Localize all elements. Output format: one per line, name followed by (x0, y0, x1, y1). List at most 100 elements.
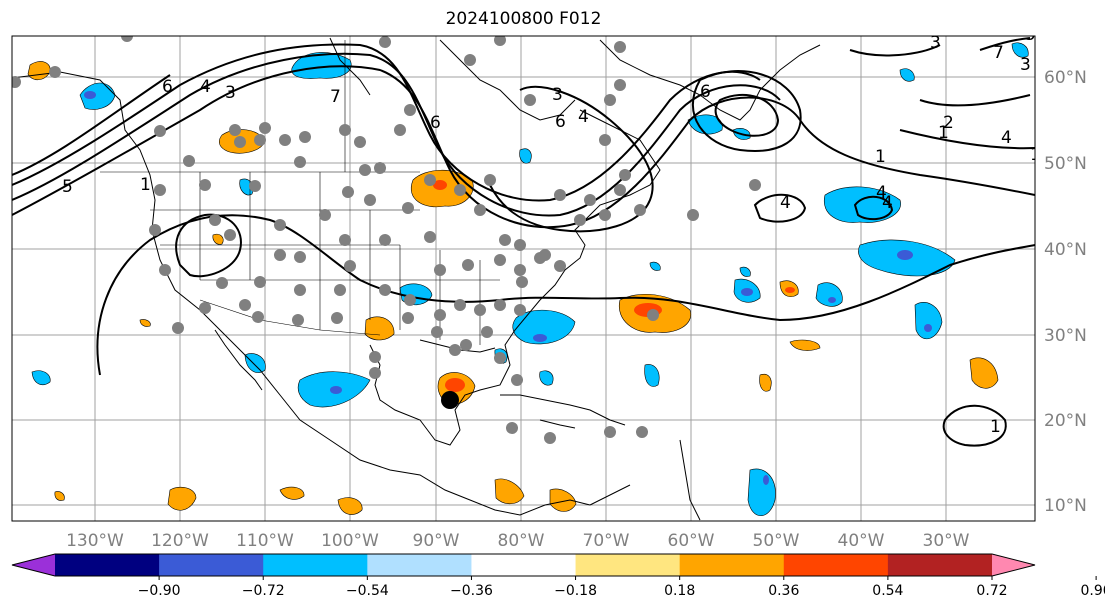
station-dot (462, 259, 474, 271)
station-dot (379, 36, 391, 48)
latitude-axis: 60°N 50°N 40°N 30°N 20°N 10°N (1044, 68, 1087, 516)
colorbar-segment (367, 554, 472, 576)
station-dot (331, 312, 343, 324)
station-dot (474, 304, 486, 316)
longitude-label: 40°W (838, 531, 885, 551)
contour-label: 4 (1001, 128, 1012, 148)
station-dot (49, 66, 61, 78)
station-dot (544, 432, 556, 444)
longitude-label: 80°W (498, 531, 545, 551)
station-dot (234, 136, 246, 148)
station-dot (183, 155, 195, 167)
latitude-label: 30°N (1044, 326, 1087, 346)
station-dot (499, 234, 511, 246)
contour-label: 3 (930, 33, 941, 53)
station-dot (619, 169, 631, 181)
station-dot (424, 231, 436, 243)
contour-label: 4 (876, 183, 887, 203)
station-dot (687, 209, 699, 221)
station-dot (374, 162, 386, 174)
station-dot (647, 309, 659, 321)
station-dot (249, 180, 261, 192)
station-dot (121, 36, 133, 42)
colorbar-tick-label: −0.18 (554, 583, 597, 599)
station-dot (511, 374, 523, 386)
station-dot (434, 309, 446, 321)
station-dot (749, 179, 761, 191)
station-dot (369, 367, 381, 379)
latitude-label: 50°N (1044, 154, 1087, 174)
station-dot (634, 204, 646, 216)
colorbar-extend-low (12, 554, 55, 576)
station-dot (379, 284, 391, 296)
longitude-label: 60°W (668, 531, 715, 551)
station-dot (402, 202, 414, 214)
longitude-label: 30°W (923, 531, 970, 551)
station-dot (449, 344, 461, 356)
contour-label: 4 (578, 107, 589, 127)
station-dot (299, 131, 311, 143)
station-dot (259, 122, 271, 134)
station-dot (209, 214, 221, 226)
station-dot (636, 426, 648, 438)
station-dot (514, 304, 526, 316)
plot-frame (11, 35, 1036, 522)
contour-label: 7 (993, 43, 1004, 63)
station-dot (514, 264, 526, 276)
contour-label: 4 (882, 193, 893, 213)
station-dot (454, 184, 466, 196)
contour-label: 6 (555, 112, 566, 132)
station-dot (484, 174, 496, 186)
station-dot (599, 134, 611, 146)
station-dot (464, 54, 476, 66)
station-dot (604, 94, 616, 106)
colorbar-segment (783, 554, 889, 576)
station-dot (159, 264, 171, 276)
station-dot (404, 104, 416, 116)
station-dot (524, 94, 536, 106)
contour-label: 5 (1025, 25, 1036, 45)
station-dot (494, 254, 506, 266)
contour-label: 3 (225, 83, 236, 103)
map-title: 2024100800 F012 (445, 9, 602, 29)
colorbar-outline (11, 553, 1036, 577)
colorbar-extend-high (992, 554, 1035, 576)
station-dot (364, 194, 376, 206)
station-dot (224, 229, 236, 241)
station-dot (539, 249, 551, 261)
station-dot (369, 351, 381, 363)
station-dot (514, 239, 526, 251)
station-dot (12, 76, 21, 88)
contour-label: 3 (552, 85, 563, 105)
latitude-label: 10°N (1044, 496, 1087, 516)
station-dot (474, 204, 486, 216)
station-dot (254, 134, 266, 146)
station-dot (481, 326, 493, 338)
station-dot (172, 322, 184, 334)
station-dot (344, 260, 356, 272)
colorbar-tick-label: −0.90 (138, 583, 181, 599)
latitude-label: 40°N (1044, 240, 1087, 260)
contour-label: 5 (62, 177, 73, 197)
colorbar-tick-label: 0.72 (976, 583, 1007, 599)
colorbar-segment (575, 554, 681, 576)
colorbar-tick-label: 0.54 (872, 583, 903, 599)
station-dot (424, 174, 436, 186)
station-dot (294, 284, 306, 296)
station-dot (584, 194, 596, 206)
station-dot (339, 124, 351, 136)
coastlines (12, 37, 821, 521)
station-dot (292, 314, 304, 326)
colorbar-tick-label: −0.36 (450, 583, 493, 599)
colorbar-tick-label: 0.90 (1081, 583, 1105, 599)
station-dot (274, 249, 286, 261)
station-dot (149, 224, 161, 236)
longitude-label: 70°W (583, 531, 630, 551)
latitude-label: 20°N (1044, 411, 1087, 431)
station-dot (154, 125, 166, 137)
contour-label: 4 (780, 193, 791, 213)
longitude-label: 50°W (753, 531, 800, 551)
latitude-label: 60°N (1044, 68, 1087, 88)
colorbar-segment (55, 554, 160, 576)
